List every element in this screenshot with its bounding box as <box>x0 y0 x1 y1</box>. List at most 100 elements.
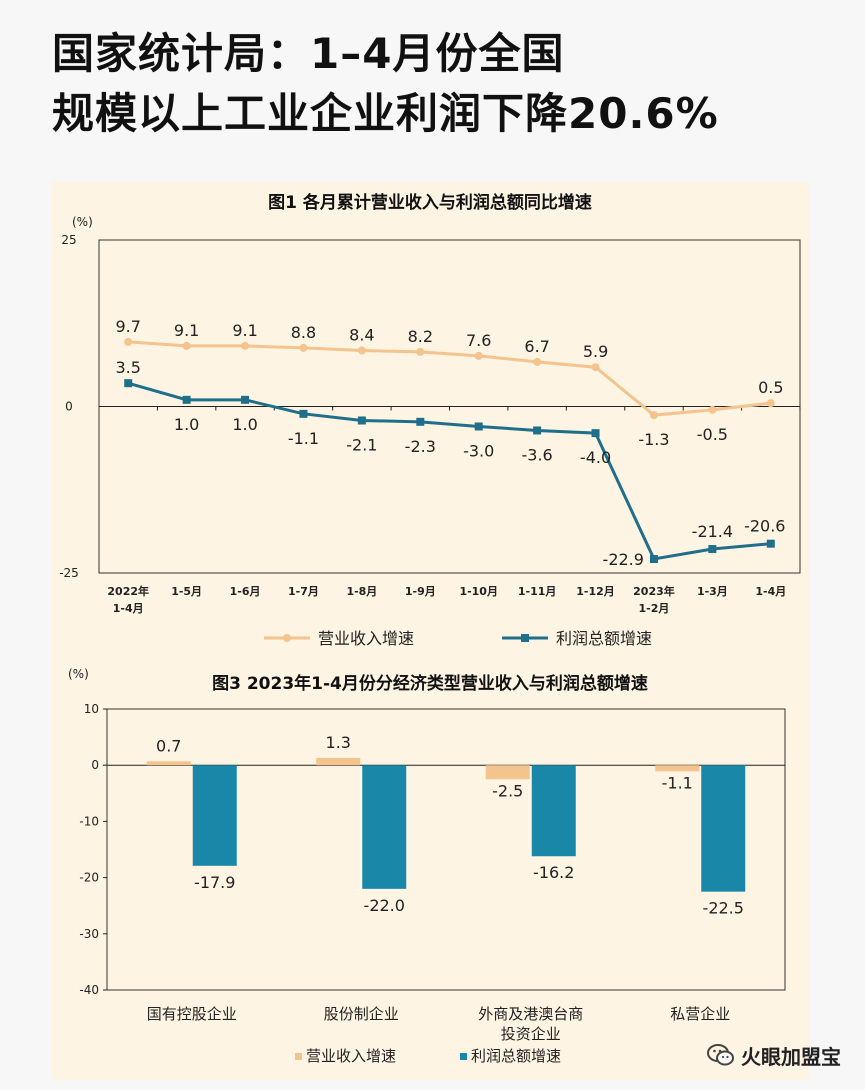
line-chart: 图1 各月累计营业收入与利润总额同比增速 (%) 25 0 -25 2022年 1-4月 1-… <box>59 192 801 648</box>
chart-2-y-tick-label: 0 <box>91 758 99 772</box>
chart-2-bar <box>192 765 237 866</box>
chart-1-point <box>649 411 658 420</box>
chart-1-point <box>416 417 425 426</box>
chart-1-data-label: 9.1 <box>232 321 257 340</box>
chart-2-y-tick-label: -20 <box>79 871 99 885</box>
chart-panel: 图1 各月累计营业收入与利润总额同比增速 (%) 25 0 -25 2022年 1-4月 1-… <box>52 182 809 1080</box>
chart-1-point <box>533 357 542 366</box>
chart-1-point <box>766 539 775 548</box>
chart-1-data-label: -0.5 <box>697 425 728 444</box>
chart-1-y-tick-label: 25 <box>61 233 76 247</box>
chart-1-data-label: 9.7 <box>115 317 140 336</box>
chart-2-x-tick-label: 国有控股企业 <box>147 1005 237 1023</box>
chart-2-title: 图3 2023年1-4月份分经济类型营业收入与利润总额增速 <box>212 673 648 694</box>
chart-1-data-label: 8.8 <box>291 323 316 342</box>
watermark-text: 火眼加盟宝 <box>741 1044 841 1069</box>
chart-1-legend-label: 营业收入增速 <box>318 629 414 648</box>
chart-2-legend-swatch <box>295 1053 302 1060</box>
chart-2-data-label: -17.9 <box>194 873 235 892</box>
chart-1-point <box>591 363 600 372</box>
chart-1-legend-marker <box>283 634 291 642</box>
chart-1-point <box>474 422 483 431</box>
chart-2-data-label: -22.0 <box>364 896 405 915</box>
chart-1-point <box>241 395 250 404</box>
chart-1-point <box>182 395 191 404</box>
chart-2-bar <box>362 765 407 889</box>
headline-line-1: 国家统计局：1–4月份全国 <box>52 29 565 78</box>
chart-1-y-tick-label: 0 <box>65 400 73 414</box>
chart-1-x-tick-label: 1-2月 <box>639 602 670 615</box>
chart-1-data-label: -21.4 <box>692 522 733 541</box>
chart-1-x-tick-label: 1-6月 <box>230 585 261 598</box>
chart-2-data-label: -2.5 <box>492 781 523 800</box>
chart-2-legend-label: 营业收入增速 <box>306 1047 396 1065</box>
chart-1-data-label: 1.0 <box>232 415 257 434</box>
chart-1-x-tick-label: 2022年 <box>107 584 149 598</box>
chart-1-series-line-1 <box>128 340 771 417</box>
chart-2-x-tick-label: 外商及港澳台商 <box>478 1005 583 1023</box>
chart-1-x-tick-label: 1-12月 <box>576 585 615 598</box>
chart-1-point <box>124 379 133 388</box>
chart-1-point <box>474 351 483 360</box>
chart-1-data-label: -1.3 <box>638 430 669 449</box>
bar-chart: 图3 2023年1-4月份分经济类型营业收入与利润总额增速 (%) 10 0 -10 -2… <box>68 667 786 1065</box>
chart-1-x-tick-label: 1-8月 <box>346 585 377 598</box>
chart-1-x-tick-label: 1-7月 <box>288 585 319 598</box>
chart-1-point <box>649 555 658 564</box>
chart-1-x-tick-label: 1-4月 <box>113 602 144 615</box>
chart-2-bar <box>655 765 700 772</box>
chart-1-data-label: -4.0 <box>580 448 611 467</box>
chart-2-legend-swatch <box>460 1053 467 1060</box>
chart-1-point <box>766 399 775 408</box>
chart-1-data-label: 6.7 <box>524 337 549 356</box>
wechat-icon <box>707 1044 734 1066</box>
chart-1-x-tick-label: 1-10月 <box>459 585 498 598</box>
chart-1-legend-marker <box>521 634 529 642</box>
chart-1-x-tick-label: 2023年 <box>633 584 675 598</box>
chart-1-point <box>241 341 250 350</box>
chart-1-data-label: 8.4 <box>349 326 374 345</box>
chart-2-data-label: 1.3 <box>326 733 351 752</box>
chart-1-point <box>591 429 600 438</box>
chart-1-data-label: 8.2 <box>408 327 433 346</box>
chart-1-data-label: -22.9 <box>603 550 644 569</box>
chart-1-data-label: 5.9 <box>583 342 608 361</box>
chart-2-bar <box>146 761 191 766</box>
chart-1-point <box>357 416 366 425</box>
chart-1-data-label: -2.1 <box>346 435 377 454</box>
headline: 国家统计局：1–4月份全国 规模以上工业企业利润下降20.6% <box>52 24 842 144</box>
chart-2-x-tick-label: 股份制企业 <box>324 1005 399 1023</box>
chart-1-series-line-2 <box>127 381 771 561</box>
chart-1-point <box>299 343 308 352</box>
chart-1-point <box>708 405 717 414</box>
chart-1-data-label: -2.3 <box>405 437 436 456</box>
chart-1-data-label: 9.1 <box>174 321 199 340</box>
chart-1-y-unit: (%) <box>72 215 93 229</box>
chart-2-bar <box>485 765 530 780</box>
chart-1-data-label: -3.0 <box>463 441 494 460</box>
chart-2-y-tick-label: -10 <box>79 814 99 828</box>
chart-1-data-label: -1.1 <box>288 429 319 448</box>
chart-1-x-tick-label: 1-9月 <box>405 585 436 598</box>
headline-line-2: 规模以上工业企业利润下降20.6% <box>52 89 719 138</box>
chart-1-legend-label: 利润总额增速 <box>556 629 652 648</box>
chart-2-y-tick-label: -40 <box>79 983 99 997</box>
chart-1-point <box>708 545 717 554</box>
chart-2-legend-label: 利润总额增速 <box>471 1047 561 1065</box>
chart-1-point <box>416 347 425 356</box>
chart-1-point <box>124 337 133 346</box>
chart-1-data-label: 0.5 <box>758 378 783 397</box>
chart-1-data-label: -20.6 <box>744 517 785 536</box>
chart-1-data-label: 3.5 <box>115 358 140 377</box>
chart-1-data-label: -3.6 <box>522 445 553 464</box>
chart-2-data-label: 0.7 <box>156 736 181 755</box>
chart-1-data-label: 7.6 <box>466 331 491 350</box>
chart-2-x-tick-label: 私营企业 <box>670 1005 730 1023</box>
chart-2-bar <box>316 757 361 766</box>
chart-1-point <box>182 341 191 350</box>
chart-2-data-label: -16.2 <box>533 863 574 882</box>
chart-2-y-unit: (%) <box>68 667 89 681</box>
chart-1-x-tick-label: 1-4月 <box>755 585 786 598</box>
chart-2-bar <box>701 765 746 892</box>
chart-2-frame <box>106 708 786 991</box>
